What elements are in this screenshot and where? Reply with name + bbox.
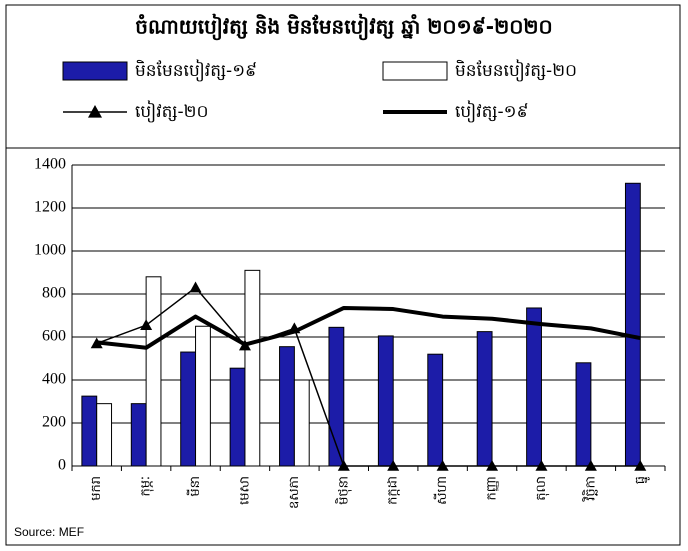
y-tick-label: 1000 <box>34 242 66 259</box>
bar <box>575 362 592 467</box>
marker <box>486 460 499 471</box>
legend-label: បៀវត្ស-២០ <box>135 100 209 123</box>
bar <box>130 403 147 467</box>
marker <box>436 460 449 471</box>
legend-swatch <box>382 61 448 81</box>
bar <box>279 346 295 467</box>
chart-border <box>5 4 681 546</box>
y-tick-label: 200 <box>42 414 66 431</box>
legend-swatch <box>62 61 128 81</box>
bar <box>328 326 345 467</box>
x-tick-label: មករា <box>89 476 104 501</box>
line <box>96 286 641 467</box>
marker <box>337 460 350 471</box>
x-tick-label: កក្កដា <box>386 476 401 505</box>
x-tick-label: មេសា <box>237 476 252 505</box>
bar <box>145 276 162 467</box>
marker <box>140 319 153 330</box>
bar <box>377 335 394 467</box>
x-tick-label: កញ្ញា <box>485 476 500 501</box>
y-tick-label: 0 <box>58 457 66 474</box>
y-tick-label: 1200 <box>34 199 66 216</box>
bar <box>229 367 246 467</box>
bar <box>476 331 493 467</box>
marker <box>535 460 548 471</box>
source: Source: MEF <box>14 525 84 539</box>
bar <box>180 351 197 467</box>
bar <box>526 307 542 467</box>
bar <box>293 379 310 467</box>
bar <box>195 325 211 467</box>
y-tick-label: 800 <box>42 285 66 302</box>
x-tick-label: កុម្ភៈ <box>139 476 155 496</box>
x-tick-label: មីនា <box>186 476 203 497</box>
legend-label: បៀវត្ស-១៩ <box>455 100 529 123</box>
chart-title: ចំណាយបៀវត្ស និង មិនមែនបៀវត្ស ឆ្នាំ ២០១៩-… <box>135 14 552 41</box>
marker <box>634 460 647 471</box>
x-tick-label: តុលា <box>534 476 550 501</box>
marker <box>584 460 597 471</box>
y-tick-label: 1400 <box>34 156 66 173</box>
x-tick-label: ធ្នូ <box>633 476 650 484</box>
x-tick-label: សីហា <box>433 476 450 505</box>
bar <box>427 353 444 467</box>
legend-label: មិនមែនបៀវត្ស-២០ <box>455 59 577 82</box>
x-tick-label: មិថុនា <box>334 476 352 505</box>
marker <box>189 281 202 293</box>
legend-label: មិនមែនបៀវត្ស-១៩ <box>135 59 257 82</box>
marker <box>387 460 400 471</box>
legend-marker <box>88 105 102 118</box>
x-tick-label: វិច្ឆិកា <box>581 476 598 502</box>
line <box>96 305 641 350</box>
bar <box>81 395 98 467</box>
y-tick-label: 400 <box>42 371 66 388</box>
y-tick-label: 600 <box>42 328 66 345</box>
bar <box>96 403 113 467</box>
x-tick-label: ឧសភា <box>287 476 302 509</box>
bar <box>624 182 641 467</box>
bar <box>244 269 261 467</box>
